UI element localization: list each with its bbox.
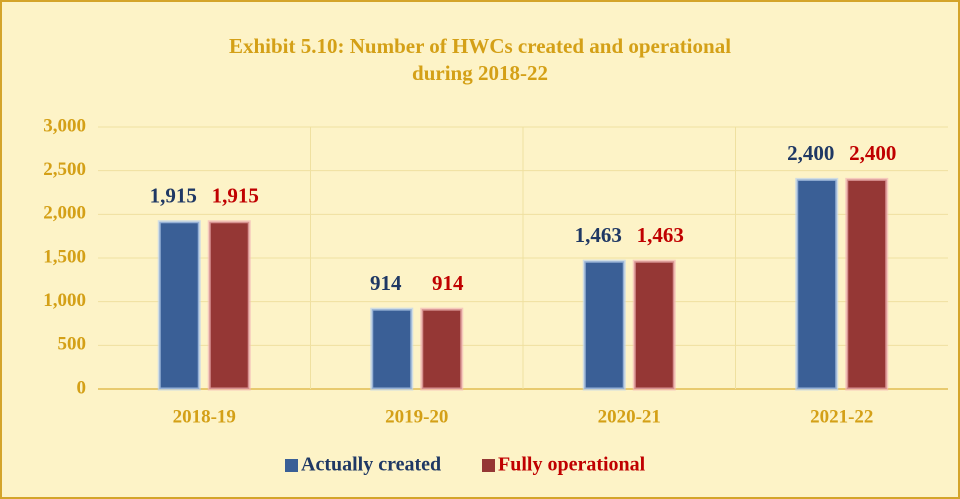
- x-tick-label: 2020-21: [598, 406, 661, 427]
- x-tick-label: 2019-20: [385, 406, 448, 427]
- y-tick-label: 1,500: [43, 246, 86, 267]
- bar: [157, 220, 201, 391]
- data-label: 914: [432, 271, 464, 295]
- bar: [795, 177, 839, 391]
- data-label: 914: [370, 271, 402, 295]
- bar: [632, 259, 676, 391]
- legend-swatch: [285, 459, 298, 472]
- y-tick-label: 1,000: [43, 290, 86, 311]
- y-tick-label: 3,000: [43, 115, 86, 136]
- bar: [370, 307, 414, 391]
- x-tick-label: 2021-22: [810, 406, 873, 427]
- data-label: 1,463: [637, 223, 684, 247]
- y-tick-label: 2,500: [43, 159, 86, 180]
- legend-swatch: [482, 459, 495, 472]
- bar: [420, 307, 464, 391]
- y-tick-label: 500: [58, 334, 87, 355]
- data-label: 2,400: [787, 141, 834, 165]
- chart-title: during 2018-22: [412, 61, 548, 85]
- data-label: 2,400: [849, 141, 896, 165]
- data-label: 1,915: [150, 184, 197, 208]
- legend-label: Actually created: [301, 454, 441, 476]
- bar: [845, 177, 889, 391]
- chart-title: Exhibit 5.10: Number of HWCs created and…: [229, 34, 731, 58]
- legend-label: Fully operational: [498, 454, 646, 476]
- data-label: 1,463: [575, 223, 622, 247]
- data-label: 1,915: [212, 184, 259, 208]
- x-tick-label: 2018-19: [173, 406, 236, 427]
- y-tick-label: 0: [77, 377, 87, 398]
- bar: [207, 220, 251, 391]
- y-tick-label: 2,000: [43, 203, 86, 224]
- bar: [582, 259, 626, 391]
